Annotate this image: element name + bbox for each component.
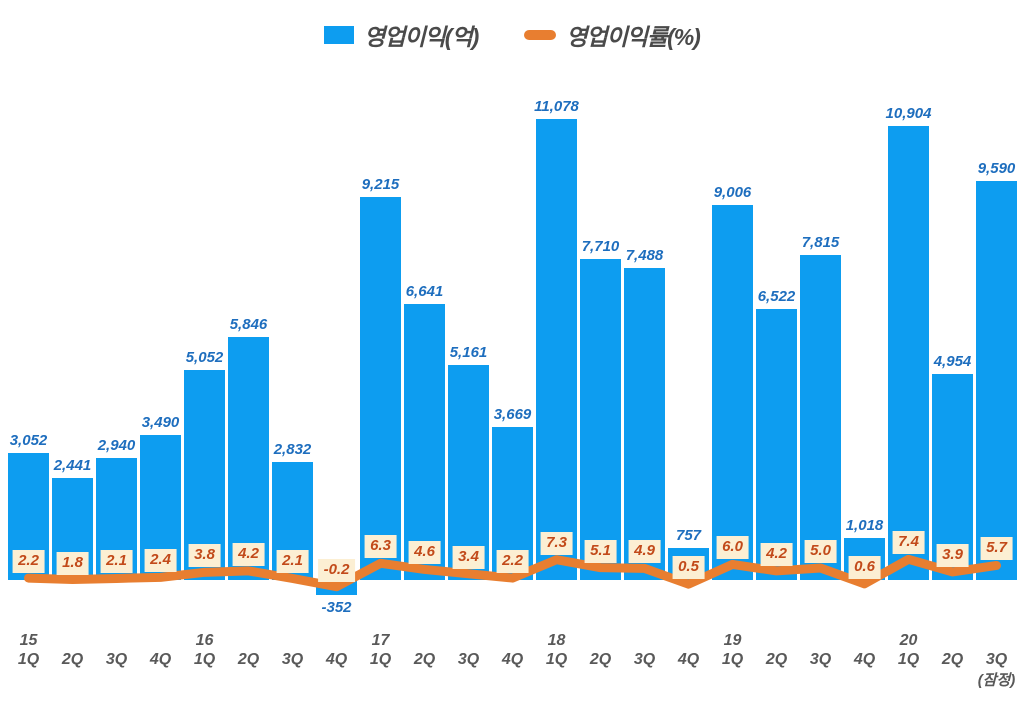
bar-value-label: 11,078: [534, 98, 579, 115]
x-axis-label: 3Q: [105, 651, 128, 668]
bar: [624, 268, 665, 580]
bar: [800, 254, 841, 580]
x-axis-label: 4Q: [501, 651, 524, 668]
bar: [316, 580, 357, 595]
margin-label: 2.2: [12, 550, 45, 574]
margin-label: 5.7: [980, 537, 1013, 561]
bar: [888, 126, 929, 580]
bar: [976, 180, 1017, 580]
margin-label: -0.2: [317, 558, 356, 582]
margin-label: 5.1: [584, 539, 617, 563]
year-label: 20: [899, 632, 918, 649]
bar-value-label: 2,441: [53, 457, 92, 475]
footnote-label: (잠정): [977, 672, 1016, 689]
bar-value-label: 5,846: [229, 315, 268, 333]
margin-label: 0.6: [848, 555, 881, 579]
bar: [712, 205, 753, 580]
bar-value-label: 7,488: [625, 247, 664, 265]
bar-value-label: 1,018: [845, 516, 884, 534]
bar: [580, 259, 621, 580]
bar-value-label: 4,954: [933, 352, 972, 370]
x-axis-label: 1Q: [369, 651, 392, 668]
bar: [404, 303, 445, 580]
bar-value-label: 3,490: [141, 413, 180, 431]
year-label: 18: [547, 632, 566, 649]
year-label: 17: [371, 632, 390, 649]
bar-value-label: 3,669: [493, 406, 532, 424]
x-axis-label: 1Q: [897, 651, 920, 668]
x-axis-label: 1Q: [721, 651, 744, 668]
x-axis-label: 2Q: [765, 651, 788, 668]
margin-label: 1.8: [56, 551, 89, 575]
x-axis-label: 1Q: [545, 651, 568, 668]
bar: [448, 365, 489, 580]
x-axis-label: 2Q: [61, 651, 84, 668]
margin-label: 2.4: [144, 549, 177, 573]
margin-label: 2.1: [276, 550, 309, 574]
year-label: 16: [195, 632, 214, 649]
x-axis-label: 4Q: [853, 651, 876, 668]
bar-value-label: 6,641: [405, 282, 444, 300]
x-axis-label: 2Q: [941, 651, 964, 668]
bar-value-label: 757: [675, 527, 702, 545]
margin-label: 2.1: [100, 550, 133, 574]
bar-value-label: 2,832: [273, 441, 312, 459]
bar-value-label: 7,710: [581, 238, 620, 256]
margin-label: 2.2: [496, 550, 529, 574]
bar-value-label: 3,052: [9, 431, 48, 449]
bar-value-label: 9,590: [977, 159, 1016, 177]
margin-label: 6.0: [716, 536, 749, 560]
bar-value-label: 10,904: [885, 105, 932, 123]
bar-value-label: -352: [321, 598, 352, 616]
margin-label: 5.0: [804, 540, 837, 563]
bar-series-swatch-icon: [324, 26, 355, 44]
x-axis-label: 4Q: [677, 651, 700, 668]
margin-label: 7.3: [540, 531, 573, 555]
x-axis-label: 4Q: [149, 651, 172, 668]
x-axis-label: 3Q: [809, 651, 832, 668]
x-axis-label: 3Q: [633, 651, 656, 668]
x-axis-label: 2Q: [413, 651, 436, 668]
bar-value-label: 9,215: [361, 175, 400, 193]
bar-value-label: 9,006: [713, 184, 752, 202]
bar: [536, 119, 577, 580]
margin-label: 4.6: [408, 541, 441, 565]
x-axis-label: 2Q: [237, 651, 260, 668]
margin-label: 3.4: [452, 545, 485, 569]
bar-value-label: 5,052: [185, 348, 224, 366]
bar-value-label: 2,940: [97, 436, 136, 454]
x-axis-label: 3Q: [281, 651, 304, 668]
margin-label: 7.4: [892, 531, 925, 555]
legend-bar-series-label: 영업이익(억): [364, 24, 479, 50]
bar-value-label: 7,815: [801, 233, 840, 251]
bar-value-label: 5,161: [449, 344, 488, 362]
x-axis-label: 3Q: [457, 651, 480, 668]
margin-label: 3.8: [188, 544, 221, 568]
legend-line-series-label: 영업이익률(%): [566, 24, 701, 50]
margin-label: 6.3: [364, 535, 397, 559]
bar: [360, 196, 401, 580]
legend: 영업이익(억) 영업이익률(%): [0, 18, 1024, 52]
x-axis-label: 2Q: [589, 651, 612, 668]
bar-value-label: 6,522: [757, 287, 796, 305]
margin-label: 4.2: [232, 542, 265, 566]
x-axis-label: 1Q: [193, 651, 216, 668]
bar: [756, 308, 797, 580]
line-series-swatch-icon: [524, 30, 557, 40]
margin-label: 4.2: [760, 542, 793, 566]
year-label: 19: [723, 632, 742, 649]
margin-label: 0.5: [672, 556, 705, 580]
x-axis-label: 4Q: [325, 651, 348, 668]
x-axis-label: 3Q: [985, 651, 1008, 668]
bar: [228, 336, 269, 580]
margin-label: 4.9: [628, 540, 661, 564]
margin-label: 3.9: [936, 543, 969, 567]
year-label: 15: [19, 632, 38, 649]
x-axis-label: 1Q: [17, 651, 40, 668]
